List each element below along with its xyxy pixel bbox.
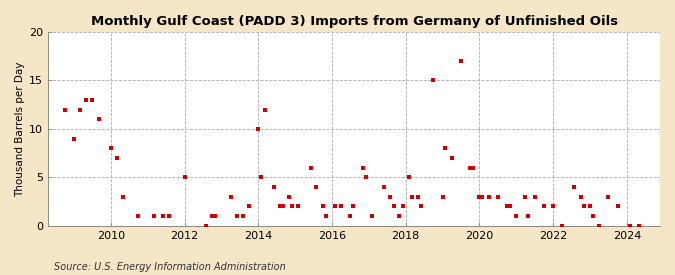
Point <box>624 224 635 228</box>
Point <box>238 214 248 218</box>
Point <box>305 166 316 170</box>
Point <box>505 204 516 209</box>
Point <box>477 195 488 199</box>
Point <box>578 204 589 209</box>
Point <box>274 204 285 209</box>
Point <box>357 166 368 170</box>
Point <box>398 204 408 209</box>
Point <box>200 224 211 228</box>
Y-axis label: Thousand Barrels per Day: Thousand Barrels per Day <box>15 61 25 197</box>
Point <box>406 195 417 199</box>
Point <box>511 214 522 218</box>
Point <box>412 195 423 199</box>
Point <box>575 195 586 199</box>
Point <box>502 204 512 209</box>
Point <box>259 107 270 112</box>
Point <box>158 214 169 218</box>
Point <box>287 204 298 209</box>
Point <box>585 204 595 209</box>
Point <box>317 204 328 209</box>
Point <box>345 214 356 218</box>
Point <box>69 136 80 141</box>
Point <box>603 195 614 199</box>
Point <box>335 204 346 209</box>
Point <box>367 214 377 218</box>
Point <box>253 127 264 131</box>
Point <box>210 214 221 218</box>
Point <box>379 185 389 189</box>
Point <box>446 156 457 160</box>
Point <box>148 214 159 218</box>
Point <box>468 166 479 170</box>
Point <box>256 175 267 180</box>
Point <box>520 195 531 199</box>
Point <box>321 214 331 218</box>
Point <box>105 146 116 150</box>
Point <box>244 204 254 209</box>
Point <box>111 156 122 160</box>
Point <box>547 204 558 209</box>
Title: Monthly Gulf Coast (PADD 3) Imports from Germany of Unfinished Oils: Monthly Gulf Coast (PADD 3) Imports from… <box>90 15 618 28</box>
Point <box>93 117 104 122</box>
Point <box>612 204 623 209</box>
Point <box>59 107 70 112</box>
Point <box>483 195 494 199</box>
Point <box>529 195 540 199</box>
Point <box>594 224 605 228</box>
Point <box>394 214 405 218</box>
Point <box>311 185 322 189</box>
Point <box>539 204 549 209</box>
Point <box>75 107 86 112</box>
Point <box>348 204 358 209</box>
Point <box>437 195 448 199</box>
Point <box>225 195 236 199</box>
Point <box>179 175 190 180</box>
Point <box>523 214 534 218</box>
Point <box>569 185 580 189</box>
Point <box>360 175 371 180</box>
Point <box>207 214 217 218</box>
Point <box>493 195 504 199</box>
Point <box>634 224 645 228</box>
Point <box>87 98 98 102</box>
Point <box>81 98 92 102</box>
Text: Source: U.S. Energy Information Administration: Source: U.S. Energy Information Administ… <box>54 262 286 272</box>
Point <box>232 214 242 218</box>
Point <box>474 195 485 199</box>
Point <box>117 195 128 199</box>
Point <box>440 146 451 150</box>
Point <box>163 214 174 218</box>
Point <box>329 204 340 209</box>
Point <box>456 59 466 63</box>
Point <box>388 204 399 209</box>
Point <box>284 195 294 199</box>
Point <box>557 224 568 228</box>
Point <box>428 78 439 82</box>
Point <box>416 204 427 209</box>
Point <box>293 204 304 209</box>
Point <box>133 214 144 218</box>
Point <box>403 175 414 180</box>
Point <box>277 204 288 209</box>
Point <box>587 214 598 218</box>
Point <box>269 185 279 189</box>
Point <box>385 195 396 199</box>
Point <box>465 166 476 170</box>
